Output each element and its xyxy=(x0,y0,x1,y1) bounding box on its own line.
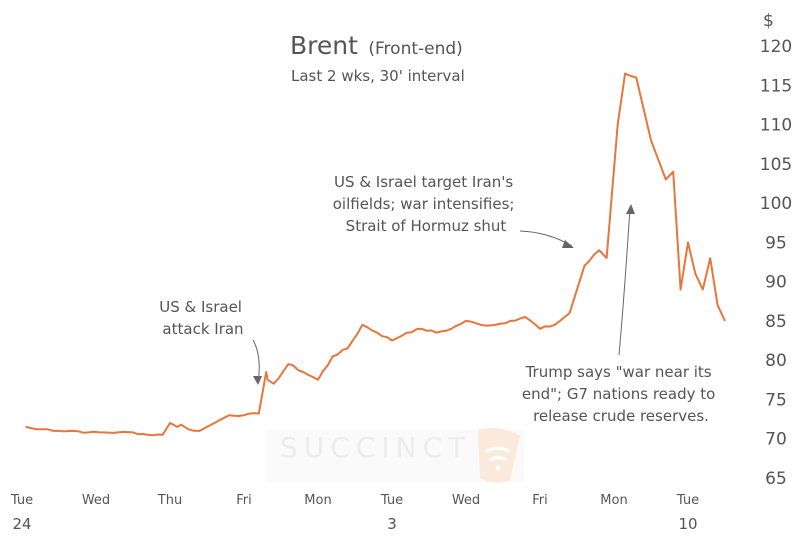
x-tick-label: Tue xyxy=(10,493,33,508)
x-tick-label: Tue xyxy=(676,493,699,508)
chart-title: Brent (Front-end) Last 2 wks, 30' interv… xyxy=(290,31,465,85)
y-tick-label: 120 xyxy=(760,37,792,57)
x-tick-sublabel: 10 xyxy=(678,515,697,533)
annotation-trump: Trump says "war near its end"; G7 nation… xyxy=(522,204,720,425)
annotation-trump-line: end"; G7 nations ready to xyxy=(522,385,715,403)
title-main: Brent xyxy=(290,31,358,60)
series-line xyxy=(25,72,726,437)
annotation-attack-line: US & Israel xyxy=(159,298,242,316)
annotation-oilfields-arrowhead xyxy=(562,240,574,248)
y-tick-label: 110 xyxy=(760,116,792,136)
x-tick-label: Mon xyxy=(600,493,627,508)
watermark-logo-icon xyxy=(478,428,520,483)
subtitle: Last 2 wks, 30' interval xyxy=(291,67,465,85)
annotation-trump-arrow xyxy=(618,207,631,356)
watermark: SUCCINCT xyxy=(266,428,524,483)
x-tick-label: Mon xyxy=(304,493,331,508)
title-suffix: (Front-end) xyxy=(368,39,462,59)
y-axis-ticks: 65 70 75 80 85 90 95 100 105 110 115 120 xyxy=(760,37,792,489)
x-axis-ticks: Tue 24 Wed Thu Fri Mon Tue 3 Wed Fri Mon Tue 10 xyxy=(10,493,699,533)
y-tick-label: 90 xyxy=(765,273,787,293)
title: Brent (Front-end) xyxy=(290,31,463,60)
y-axis-unit: $ xyxy=(763,11,774,31)
annotation-attack-text: US & Israel attack Iran xyxy=(159,298,247,338)
annotation-trump-line: release crude reserves. xyxy=(533,407,709,425)
annotation-trump-arrowhead xyxy=(626,204,635,214)
annotation-oilfields-line: Strait of Hormuz shut xyxy=(346,217,507,235)
annotation-trump-text: Trump says "war near its end"; G7 nation… xyxy=(522,363,720,425)
annotation-attack-line: attack Iran xyxy=(162,320,243,338)
y-tick-label: 100 xyxy=(760,194,792,214)
annotation-oilfields-line: oilfields; war intensifies; xyxy=(333,195,515,213)
annotation-attack-arrowhead xyxy=(253,376,262,385)
x-tick-label: Wed xyxy=(82,493,110,508)
x-tick-sublabel: 3 xyxy=(387,515,397,533)
x-tick-label: Tue xyxy=(380,493,403,508)
x-tick-label: Wed xyxy=(452,493,480,508)
x-tick-label: Thu xyxy=(157,493,182,508)
y-tick-label: 105 xyxy=(760,155,792,175)
y-tick-label: 85 xyxy=(765,312,787,332)
annotation-oilfields-line: US & Israel target Iran's xyxy=(334,173,513,191)
annotation-trump-line: Trump says "war near its xyxy=(525,363,712,381)
y-tick-label: 65 xyxy=(765,469,787,489)
y-tick-label: 95 xyxy=(765,233,787,253)
x-tick-label: Fri xyxy=(532,493,548,508)
annotation-attack: US & Israel attack Iran xyxy=(159,298,262,385)
annotation-oilfields: US & Israel target Iran's oilfields; war… xyxy=(333,173,574,248)
y-tick-label: 75 xyxy=(765,390,787,410)
x-tick-label: Fri xyxy=(236,493,252,508)
y-tick-label: 70 xyxy=(765,430,787,450)
annotation-oilfields-text: US & Israel target Iran's oilfields; war… xyxy=(333,173,520,235)
watermark-text: SUCCINCT xyxy=(280,431,471,464)
y-tick-label: 80 xyxy=(765,351,787,371)
x-tick-sublabel: 24 xyxy=(12,515,31,533)
y-tick-label: 115 xyxy=(760,76,792,96)
